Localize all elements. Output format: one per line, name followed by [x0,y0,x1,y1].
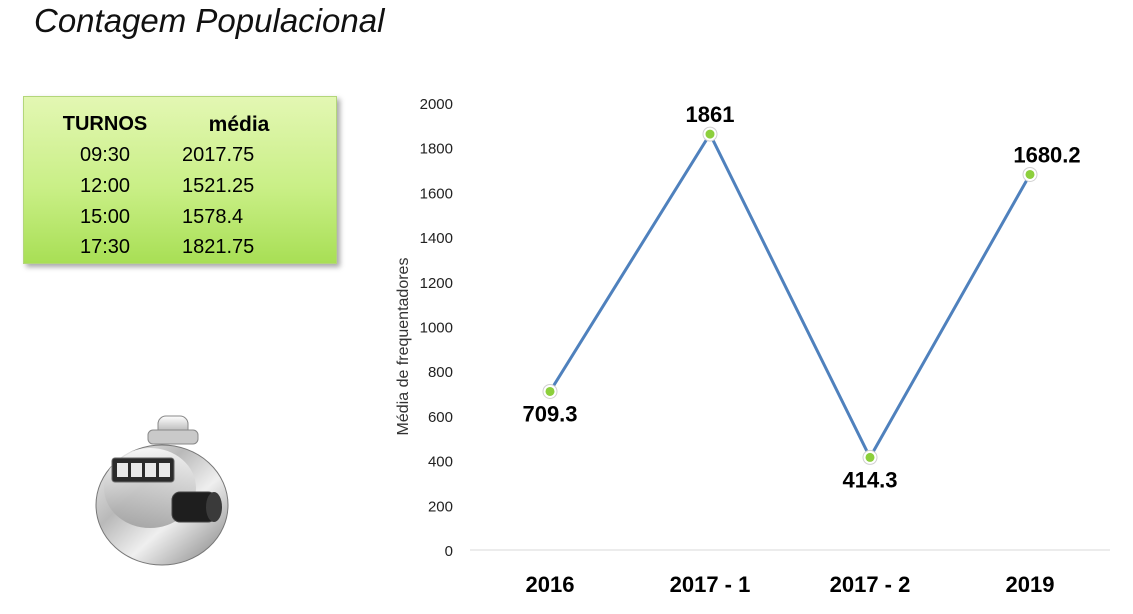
shift-average: 1521.25 [182,175,255,197]
tally-counter-image [95,415,229,566]
data-point [705,129,715,139]
data-point [865,452,875,462]
table-header-row: TURNOS média [24,113,336,143]
shift-time: 17:30 [79,236,131,258]
series-line [548,130,1032,461]
y-tick-label: 200 [428,498,453,515]
shift-average: 1578.4 [182,206,244,228]
x-tick-label: 2016 [526,572,575,597]
shift-average: 1821.75 [182,236,255,258]
data-label: 1861 [686,102,735,127]
shifts-table: TURNOS média 09:30 2017.75 12:00 1521.25… [23,96,337,264]
data-label: 709.3 [522,401,577,426]
y-tick-label: 1000 [420,320,453,337]
table-row: 12:00 1521.25 [24,175,336,205]
y-tick-label: 1600 [420,185,453,202]
y-tick-label: 0 [445,543,453,560]
shift-time: 09:30 [79,144,131,166]
data-label: 1680.2 [1013,142,1080,167]
x-tick-label: 2019 [1006,572,1055,597]
header-media: média [208,113,270,136]
x-tick-label: 2017 - 1 [670,572,751,597]
y-tick-label: 1400 [420,230,453,247]
table-row: 15:00 1578.4 [24,206,336,236]
page-title: Contagem Populacional [34,2,385,39]
data-label: 414.3 [842,467,897,492]
data-point [545,386,555,396]
shift-average: 2017.75 [182,144,255,166]
y-tick-label: 1800 [420,141,453,158]
y-tick-label: 1200 [420,275,453,292]
line-chart: 0 200 400 600 800 1000 1200 1400 1600 1800 2000 Mé… [395,96,1110,597]
y-tick-label: 600 [428,409,453,426]
y-tick-label: 400 [428,454,453,471]
header-turnos: TURNOS [62,113,148,135]
shift-time: 15:00 [79,206,131,228]
y-tick-label: 2000 [420,96,453,113]
table-row: 17:30 1821.75 [24,236,336,266]
y-axis-title: Média de frequentadores [395,258,412,436]
table-row: 09:30 2017.75 [24,144,336,174]
shift-time: 12:00 [79,175,131,197]
data-point [1025,169,1035,179]
x-tick-label: 2017 - 2 [830,572,911,597]
y-tick-label: 800 [428,364,453,381]
